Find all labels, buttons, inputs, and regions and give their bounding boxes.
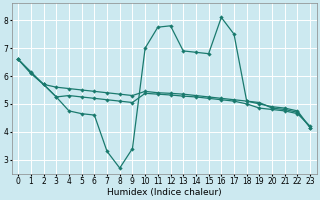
X-axis label: Humidex (Indice chaleur): Humidex (Indice chaleur) bbox=[107, 188, 221, 197]
